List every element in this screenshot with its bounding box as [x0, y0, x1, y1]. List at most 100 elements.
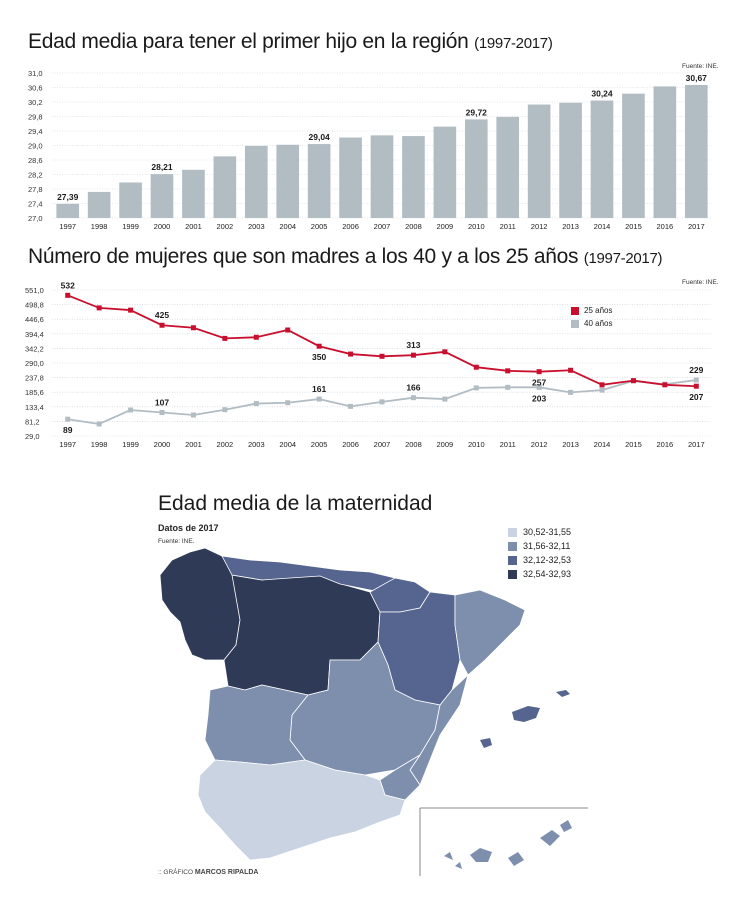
- bar-data-label: 27,39: [57, 192, 79, 202]
- region-baleares: [512, 706, 540, 722]
- credit-author: MARCOS RIPALDA: [194, 869, 259, 876]
- bar-2013: [559, 102, 582, 218]
- bar-chart: 27,0 27,4 27,8 28,2 28,6 29,0 29,4 29,8 30,2 30,6…: [28, 69, 712, 231]
- line-data-label: 229: [689, 365, 703, 375]
- series-point-40: [190, 412, 196, 418]
- map-legend-3-swatch: [508, 555, 517, 565]
- line-x-tick: 2010: [468, 440, 485, 449]
- line-x-tick: 2000: [154, 440, 171, 449]
- line-x-tick: 2016: [657, 440, 674, 449]
- bar-1999: [119, 182, 142, 218]
- bar-y-tick: 29,0: [28, 142, 43, 151]
- bar-chart-title-range: (1997-2017): [474, 35, 553, 52]
- series-point-40: [568, 389, 574, 395]
- series-point-25: [253, 334, 259, 340]
- series-point-25: [348, 351, 354, 357]
- series-point-25: [410, 352, 416, 358]
- series-point-40: [599, 387, 605, 393]
- map-legend-2-label: 31,56-32,11: [523, 541, 571, 551]
- line-x-tick: 2013: [562, 440, 579, 449]
- map-title: Edad media de la maternidad: [158, 492, 433, 515]
- line-x-tick: 1998: [91, 440, 108, 449]
- series-point-40: [285, 400, 291, 406]
- map-legend-1: 30,52-31,55: [508, 527, 571, 537]
- legend-25: 25 años: [571, 306, 612, 315]
- series-point-25: [379, 353, 385, 359]
- line-y-tick: 394,4: [25, 330, 44, 339]
- bar-x-tick: 2000: [154, 222, 171, 231]
- line-data-label: 350: [312, 352, 326, 362]
- line-x-tick: 2003: [248, 440, 265, 449]
- bar-2005: [307, 144, 331, 218]
- bar-x-tick: 2002: [217, 222, 234, 231]
- legend-25-swatch: [571, 306, 579, 315]
- line-data-label: 425: [155, 310, 169, 320]
- line-chart-title: Número de mujeres que son madres a los 4…: [28, 245, 663, 268]
- bar-x-tick: 1997: [59, 222, 76, 231]
- line-x-tick: 2004: [279, 440, 296, 449]
- line-y-tick: 133,4: [25, 403, 44, 412]
- line-data-label: 207: [689, 392, 703, 402]
- bar-y-tick: 29,8: [28, 113, 43, 122]
- bar-x-tick: 2006: [342, 222, 359, 231]
- series-point-25: [505, 368, 511, 374]
- bar-2015: [622, 93, 645, 218]
- series-point-40: [442, 396, 448, 402]
- map-legend-3-label: 32,12-32,53: [523, 555, 572, 565]
- legend-40: 40 años: [571, 319, 612, 328]
- series-point-40: [505, 384, 511, 390]
- map-legend-1-label: 30,52-31,55: [523, 527, 572, 537]
- credit-prefix: :: GRÁFICO: [158, 869, 194, 876]
- series-point-25: [65, 292, 71, 298]
- map-legend-4: 32,54-32,93: [508, 569, 571, 579]
- bar-2000: [150, 174, 174, 218]
- line-data-label: 89: [63, 425, 73, 435]
- line-y-tick: 237,8: [25, 374, 44, 383]
- line-y-tick: 498,8: [25, 301, 44, 310]
- bar-1997: [56, 203, 80, 218]
- line-x-tick: 2005: [311, 440, 328, 449]
- line-data-label: 107: [155, 398, 169, 408]
- bar-y-tick: 30,2: [28, 98, 43, 107]
- bar-y-tick: 28,2: [28, 171, 43, 180]
- series-point-25: [128, 307, 134, 313]
- legend-40-label: 40 años: [584, 319, 613, 328]
- map-legend-4-label: 32,54-32,93: [523, 569, 572, 579]
- line-x-tick: 2009: [437, 440, 454, 449]
- line-x-tick: 2014: [594, 440, 611, 449]
- bar-data-label: 30,67: [686, 73, 708, 83]
- bar-2014: [590, 100, 614, 218]
- bar-2006: [339, 137, 362, 218]
- series-point-40: [348, 403, 354, 409]
- bar-y-tick: 28,6: [28, 156, 43, 165]
- line-x-tick: 2007: [374, 440, 391, 449]
- line-x-tick: 2001: [185, 440, 202, 449]
- line-y-tick: 551,0: [25, 286, 44, 295]
- bar-chart-source: Fuente: INE.: [682, 63, 719, 70]
- line-data-label: 532: [61, 280, 75, 290]
- series-point-40: [410, 395, 416, 401]
- bar-data-label: 30,24: [591, 89, 613, 99]
- series-point-25: [222, 335, 228, 341]
- map-legend-1-swatch: [508, 527, 517, 537]
- map-subtitle: Datos de 2017: [158, 523, 219, 533]
- line-chart-title-range: (1997-2017): [583, 250, 663, 267]
- bar-data-label: 29,04: [309, 132, 331, 142]
- bar-x-tick: 2004: [279, 222, 296, 231]
- map-legend-2-swatch: [508, 541, 517, 551]
- line-data-label: 161: [312, 384, 326, 394]
- line-y-tick: 81,2: [25, 417, 40, 426]
- bar-x-tick: 2001: [185, 222, 202, 231]
- line-x-tick: 2008: [405, 440, 422, 449]
- bar-x-tick: 2010: [468, 222, 485, 231]
- line-y-tick: 342,2: [25, 344, 44, 353]
- line-y-tick: 29,0: [25, 432, 40, 441]
- bar-x-tick: 1998: [91, 222, 108, 231]
- series-point-40: [159, 410, 165, 416]
- series-point-40: [65, 416, 71, 422]
- bar-x-tick: 2011: [500, 222, 516, 231]
- map-legend-2: 31,56-32,11: [508, 541, 570, 551]
- line-data-label: 257: [532, 378, 546, 388]
- bar-2001: [182, 169, 205, 218]
